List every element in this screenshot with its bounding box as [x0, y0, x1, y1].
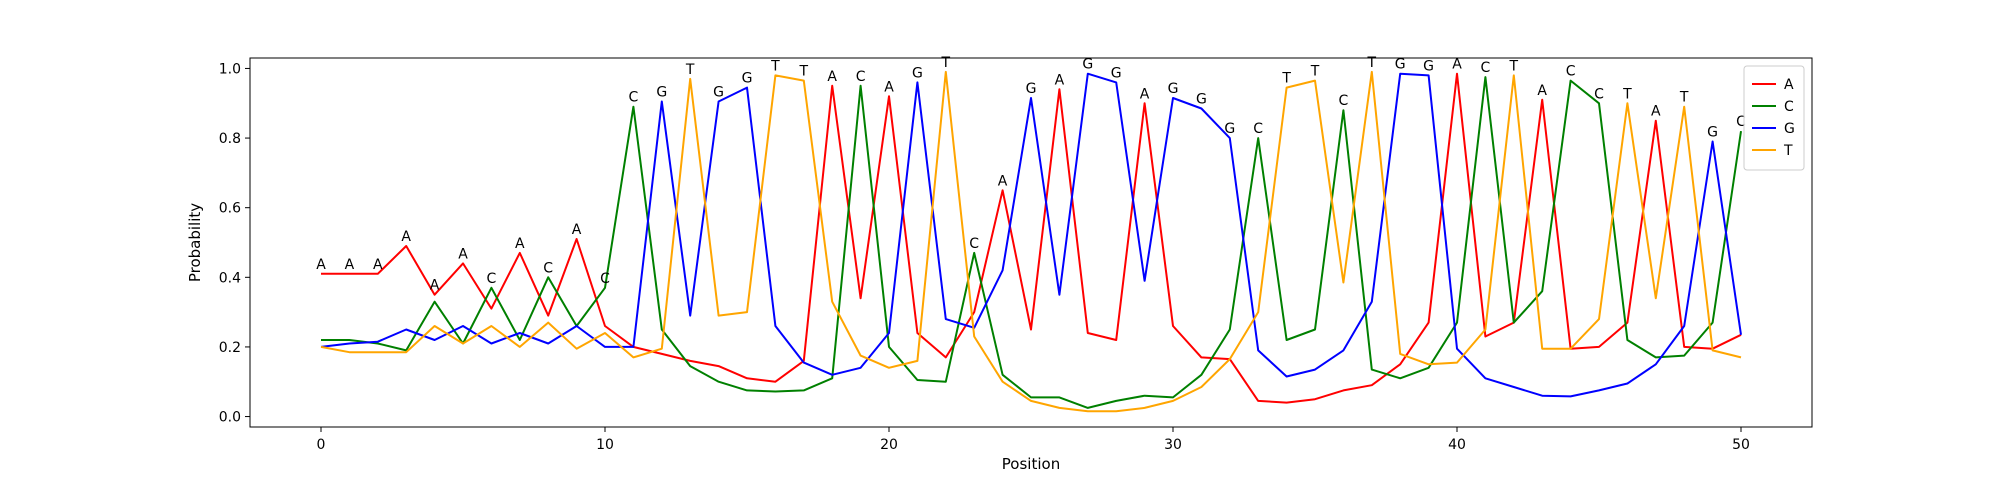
base-label: T [1509, 58, 1519, 74]
base-label: G [1707, 125, 1718, 141]
base-label: A [1452, 57, 1462, 73]
base-label: A [430, 278, 440, 294]
legend-entry: C [1784, 99, 1794, 115]
base-label: C [629, 90, 639, 106]
x-tick-label: 0 [317, 437, 326, 453]
axes [249, 57, 1813, 428]
base-label: A [884, 79, 894, 95]
plot-frame [249, 57, 1813, 428]
x-tick-label: 30 [1164, 437, 1182, 453]
base-label: A [1055, 72, 1065, 88]
base-label: A [458, 246, 468, 262]
base-label: T [799, 64, 809, 80]
series-line-T [320, 70, 1742, 413]
base-label: A [1140, 86, 1150, 102]
base-label: C [1253, 121, 1263, 137]
base-label: A [316, 257, 326, 273]
base-label: T [770, 58, 780, 74]
base-label: T [1310, 64, 1320, 80]
tick-marks: 0 10 20 30 40 50 0.0 0.2 0.4 0.6 0.8 1.0 [219, 61, 1750, 453]
legend-entry: G [1784, 121, 1795, 137]
base-label: C [487, 271, 497, 287]
y-tick-label: 0.6 [219, 201, 241, 217]
base-label: G [742, 71, 753, 87]
base-label: C [969, 236, 979, 252]
base-label: G [1196, 91, 1207, 107]
base-label: C [600, 271, 610, 287]
y-tick-label: 0.2 [219, 340, 241, 356]
base-label: G [912, 65, 923, 81]
base-label: C [1736, 114, 1746, 130]
x-tick-label: 50 [1732, 437, 1750, 453]
y-tick-label: 1.0 [219, 61, 241, 77]
base-label: C [1481, 60, 1491, 76]
y-tick-label: 0.0 [219, 410, 241, 426]
legend-entry: T [1783, 143, 1793, 159]
base-label: A [572, 222, 582, 238]
base-label: G [1026, 81, 1037, 97]
base-label: C [1594, 86, 1604, 102]
x-axis-label: Position [1002, 455, 1060, 473]
base-label: A [827, 69, 837, 85]
base-label: C [1566, 64, 1576, 80]
legend-box [1743, 65, 1805, 171]
base-label: T [941, 55, 951, 71]
base-label: T [1367, 55, 1377, 71]
base-label: C [543, 260, 553, 276]
base-label: A [998, 173, 1008, 189]
base-labels: A A A A A A C A C A C C G T G G T T A C A G T C A G A G G A G G G C T T C T G G… [316, 55, 1746, 294]
base-label: A [373, 257, 383, 273]
x-tick-label: 10 [596, 437, 614, 453]
legend-entry: A [1784, 77, 1794, 93]
x-tick-label: 40 [1448, 437, 1466, 453]
base-label: C [856, 69, 866, 85]
base-label: G [1082, 57, 1093, 73]
base-label: A [401, 229, 411, 245]
base-label: G [1224, 121, 1235, 137]
series-line-G [320, 72, 1742, 398]
series-lines [320, 70, 1742, 413]
base-label: C [1339, 93, 1349, 109]
y-tick-label: 0.4 [219, 270, 241, 286]
base-label: T [685, 62, 695, 78]
base-label: G [713, 85, 724, 101]
base-label: G [1168, 81, 1179, 97]
series-line-A [321, 72, 1742, 404]
base-label: A [345, 257, 355, 273]
base-label: G [1111, 65, 1122, 81]
series-line-C [321, 76, 1742, 409]
base-label: G [1395, 57, 1406, 73]
y-axis-label: Probability [186, 203, 204, 282]
base-label: A [1537, 83, 1547, 99]
y-tick-label: 0.8 [219, 131, 241, 147]
base-label: T [1679, 90, 1689, 106]
base-label: A [515, 236, 525, 252]
base-label: G [1423, 58, 1434, 74]
base-label: A [1651, 104, 1661, 120]
base-label: T [1281, 71, 1291, 87]
base-label: T [1622, 86, 1632, 102]
base-label: G [656, 85, 667, 101]
x-tick-label: 20 [880, 437, 898, 453]
